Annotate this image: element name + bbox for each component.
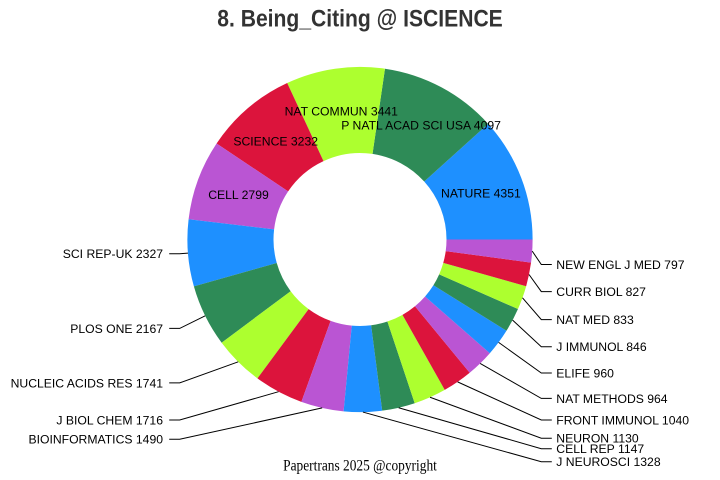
svg-text:FRONT IMMUNOL 1040: FRONT IMMUNOL 1040: [556, 413, 689, 427]
svg-text:SCIENCE 3232: SCIENCE 3232: [233, 135, 318, 149]
svg-text:PLOS ONE 2167: PLOS ONE 2167: [70, 322, 163, 336]
svg-text:ELIFE 960: ELIFE 960: [556, 366, 614, 380]
svg-text:NEURON 1130: NEURON 1130: [556, 432, 639, 446]
svg-text:NUCLEIC ACIDS RES 1741: NUCLEIC ACIDS RES 1741: [11, 376, 164, 390]
svg-text:NAT MED 833: NAT MED 833: [556, 313, 634, 327]
svg-text:P NATL ACAD SCI USA 4097: P NATL ACAD SCI USA 4097: [341, 119, 501, 133]
svg-text:J NEUROSCI 1328: J NEUROSCI 1328: [556, 455, 661, 469]
svg-text:SCI REP-UK 2327: SCI REP-UK 2327: [63, 247, 163, 261]
svg-text:J IMMUNOL 846: J IMMUNOL 846: [556, 340, 647, 354]
svg-text:CELL 2799: CELL 2799: [208, 188, 269, 202]
svg-text:NAT COMMUN 3441: NAT COMMUN 3441: [285, 105, 399, 119]
svg-text:Papertrans 2025 @copyright: Papertrans 2025 @copyright: [283, 457, 437, 474]
svg-text:CURR BIOL 827: CURR BIOL 827: [556, 285, 646, 299]
svg-text:8. Being_Citing @ ISCIENCE: 8. Being_Citing @ ISCIENCE: [217, 5, 503, 32]
svg-text:NATURE 4351: NATURE 4351: [441, 186, 521, 200]
svg-text:BIOINFORMATICS 1490: BIOINFORMATICS 1490: [28, 433, 163, 447]
svg-text:J BIOL CHEM 1716: J BIOL CHEM 1716: [56, 413, 163, 427]
svg-text:CELL REP 1147: CELL REP 1147: [556, 442, 644, 456]
svg-text:NEW ENGL J MED 797: NEW ENGL J MED 797: [556, 258, 684, 272]
svg-text:NAT METHODS 964: NAT METHODS 964: [556, 392, 668, 406]
